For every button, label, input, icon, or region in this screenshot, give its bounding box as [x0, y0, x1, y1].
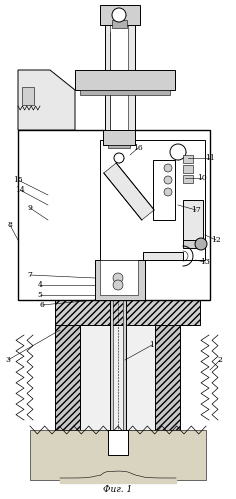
Bar [143, 252, 183, 260]
Bar [108, 430, 128, 455]
Circle shape [164, 164, 172, 172]
Text: 5: 5 [38, 291, 42, 299]
Text: 17: 17 [191, 206, 201, 214]
Text: 3: 3 [5, 356, 10, 364]
Bar [110, 32, 113, 430]
Bar [80, 90, 170, 95]
Bar [183, 165, 193, 173]
Bar [183, 155, 193, 163]
Text: 1: 1 [150, 341, 154, 349]
Text: 4: 4 [38, 281, 42, 289]
Text: 6: 6 [40, 301, 44, 309]
Bar [100, 260, 138, 295]
Circle shape [112, 8, 126, 22]
Polygon shape [18, 70, 75, 130]
Bar [183, 200, 203, 240]
Bar [153, 160, 175, 220]
Bar [183, 175, 193, 183]
Bar [18, 130, 48, 295]
Text: 8: 8 [8, 221, 13, 229]
Circle shape [113, 280, 123, 290]
Bar [18, 130, 210, 300]
Text: 14: 14 [15, 186, 25, 194]
Bar [103, 130, 135, 145]
Text: 16: 16 [133, 144, 143, 152]
Text: Фиг. 1: Фиг. 1 [103, 486, 133, 495]
Bar [105, 20, 135, 130]
Bar [108, 145, 130, 148]
Bar [95, 260, 145, 300]
Bar [100, 5, 140, 25]
Bar [30, 430, 206, 480]
Text: 12: 12 [211, 236, 221, 244]
Circle shape [113, 273, 123, 283]
Bar [80, 325, 155, 430]
Text: 7: 7 [28, 271, 32, 279]
Bar [110, 20, 128, 130]
Text: 10: 10 [197, 174, 207, 182]
Bar [155, 325, 180, 430]
Bar [75, 70, 175, 90]
Text: 15: 15 [13, 176, 23, 184]
Circle shape [195, 238, 207, 250]
Text: 11: 11 [205, 154, 215, 162]
Text: 9: 9 [28, 204, 32, 212]
Bar [183, 240, 201, 248]
Circle shape [114, 153, 124, 163]
Text: 13: 13 [200, 258, 210, 266]
Circle shape [164, 176, 172, 184]
Polygon shape [104, 163, 154, 220]
Text: 2: 2 [218, 356, 223, 364]
Bar [55, 300, 200, 325]
Bar [112, 20, 127, 28]
Circle shape [164, 188, 172, 196]
Bar [123, 32, 126, 430]
Circle shape [170, 144, 186, 160]
Bar [55, 325, 80, 430]
Bar [100, 140, 205, 260]
Bar [22, 87, 34, 105]
